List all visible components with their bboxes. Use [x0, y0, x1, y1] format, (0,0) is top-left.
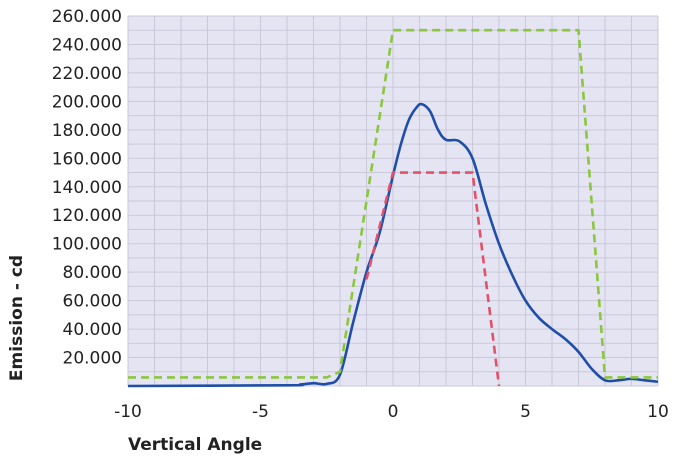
y-tick-label: 40.000 — [63, 320, 122, 340]
y-tick-label: 220.000 — [52, 64, 122, 84]
x-tick-label: 0 — [388, 402, 399, 422]
y-tick-label: 260.000 — [52, 7, 122, 27]
y-axis-label: Emission - cd — [7, 255, 27, 381]
x-axis-ticks: -10 -5 0 5 10 — [114, 402, 669, 422]
y-tick-label: 160.000 — [52, 149, 122, 169]
y-tick-label: 200.000 — [52, 92, 122, 112]
y-tick-label: 100.000 — [52, 235, 122, 255]
x-tick-label: 5 — [520, 402, 531, 422]
x-tick-label: 10 — [647, 402, 669, 422]
x-axis-label: Vertical Angle — [128, 435, 262, 455]
y-tick-label: 180.000 — [52, 121, 122, 141]
series-line-1 — [127, 102, 659, 388]
y-tick-label: 140.000 — [52, 178, 122, 198]
series-line-2 — [128, 28, 658, 379]
x-tick-label: -10 — [114, 402, 142, 422]
y-tick-label: 20.000 — [63, 349, 122, 369]
y-axis-ticks: 20.000 40.000 60.000 80.000 100.000 120.000 14… — [52, 7, 122, 369]
grid-lines — [127, 15, 659, 387]
y-tick-label: 80.000 — [63, 263, 122, 283]
y-tick-label: 60.000 — [63, 292, 122, 312]
y-tick-label: 120.000 — [52, 206, 122, 226]
series-layer — [127, 28, 659, 388]
y-tick-label: 240.000 — [52, 35, 122, 55]
x-tick-label: -5 — [252, 402, 269, 422]
series-line-3 — [365, 171, 501, 387]
